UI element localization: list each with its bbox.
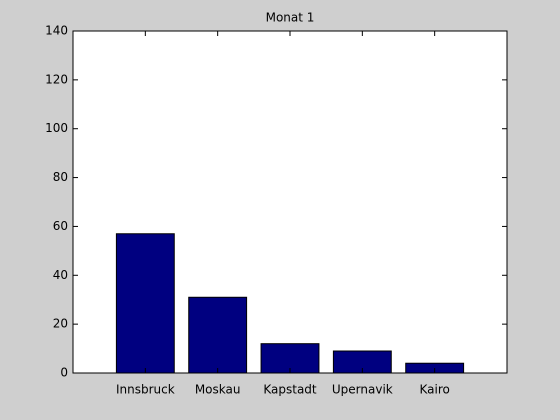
x-tick-label: Upernavik [332, 383, 393, 397]
y-tick-label: 60 [53, 219, 68, 233]
chart-title: Monat 1 [266, 11, 315, 25]
y-tick-label: 20 [53, 317, 68, 331]
x-tick-label: Moskau [195, 383, 241, 397]
x-tick-label: Kapstadt [263, 383, 317, 397]
y-tick-label: 0 [60, 366, 68, 380]
y-tick-label: 40 [53, 268, 68, 282]
bar [188, 296, 248, 374]
y-tick-label: 80 [53, 170, 68, 184]
bar [115, 233, 175, 374]
y-tick-label: 100 [45, 121, 68, 135]
y-tick-label: 140 [45, 24, 68, 38]
x-tick-label: Innsbruck [116, 383, 175, 397]
x-tick-label: Kairo [419, 383, 449, 397]
y-tick-label: 120 [45, 72, 68, 86]
